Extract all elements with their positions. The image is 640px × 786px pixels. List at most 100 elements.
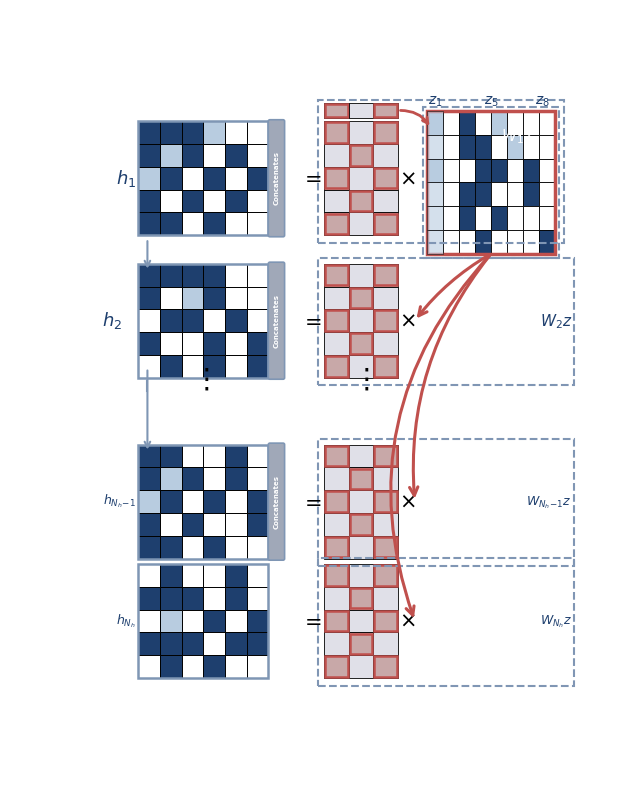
Bar (182, 468, 204, 490)
Bar (539, 206, 555, 230)
Text: $\times$: $\times$ (399, 168, 415, 189)
Bar (324, 264, 349, 287)
Bar (507, 159, 523, 182)
Bar (349, 536, 373, 559)
Bar (373, 564, 397, 587)
Bar (373, 264, 397, 287)
Bar (246, 587, 268, 610)
Bar (374, 565, 397, 586)
Bar (428, 230, 443, 254)
Bar (204, 310, 225, 332)
Bar (373, 287, 397, 310)
Bar (246, 189, 268, 212)
Bar (475, 135, 491, 159)
Bar (539, 230, 555, 254)
Bar (182, 610, 204, 633)
Bar (182, 189, 204, 212)
Bar (491, 135, 507, 159)
Bar (324, 633, 349, 656)
Bar (225, 633, 246, 656)
Bar (204, 564, 225, 587)
Bar (182, 121, 204, 144)
Bar (182, 167, 204, 189)
Bar (204, 264, 225, 287)
Bar (318, 258, 575, 385)
Bar (374, 611, 397, 631)
Text: $\times$: $\times$ (399, 492, 415, 512)
Bar (182, 656, 204, 678)
Bar (324, 355, 349, 378)
Bar (443, 159, 459, 182)
Bar (138, 490, 160, 513)
Bar (349, 310, 373, 332)
Text: $=$: $=$ (300, 492, 322, 512)
Bar (443, 135, 459, 159)
Bar (246, 287, 268, 310)
Bar (507, 182, 523, 206)
Text: Concatenates: Concatenates (273, 151, 280, 205)
Bar (443, 182, 459, 206)
Bar (459, 206, 475, 230)
Bar (459, 112, 475, 135)
Bar (160, 189, 182, 212)
Bar (204, 355, 225, 378)
Bar (204, 287, 225, 310)
Bar (182, 536, 204, 559)
Bar (182, 445, 204, 468)
Bar (349, 564, 373, 587)
Bar (349, 587, 373, 610)
Bar (225, 610, 246, 633)
Bar (475, 230, 491, 254)
Bar (459, 182, 475, 206)
Bar (182, 310, 204, 332)
Bar (539, 112, 555, 135)
Bar (324, 536, 349, 559)
Bar (491, 182, 507, 206)
Bar (246, 610, 268, 633)
Text: $W_{N_h}z$: $W_{N_h}z$ (540, 614, 572, 630)
Bar (507, 230, 523, 254)
Bar (324, 121, 349, 144)
Bar (138, 264, 268, 378)
Bar (160, 633, 182, 656)
Bar (428, 112, 443, 135)
Bar (539, 182, 555, 206)
Bar (324, 587, 349, 610)
Bar (204, 490, 225, 513)
Bar (160, 656, 182, 678)
Bar (373, 332, 397, 355)
Bar (443, 112, 459, 135)
Bar (459, 159, 475, 182)
Bar (324, 468, 349, 490)
Bar (325, 104, 348, 117)
Bar (423, 108, 559, 258)
Bar (246, 656, 268, 678)
Bar (225, 121, 246, 144)
Bar (349, 287, 373, 310)
Bar (160, 144, 182, 167)
Bar (318, 101, 564, 243)
Bar (374, 356, 397, 376)
Bar (225, 332, 246, 355)
Bar (138, 167, 160, 189)
Bar (182, 587, 204, 610)
Bar (428, 112, 443, 135)
Bar (350, 514, 372, 534)
Bar (138, 633, 160, 656)
Text: Concatenates: Concatenates (273, 294, 280, 347)
Bar (523, 182, 539, 206)
Bar (443, 206, 459, 230)
Bar (225, 445, 246, 468)
Bar (349, 264, 373, 287)
Bar (350, 468, 372, 489)
Bar (138, 144, 160, 167)
Bar (349, 633, 373, 656)
Bar (204, 445, 225, 468)
Bar (204, 587, 225, 610)
Bar (324, 103, 349, 118)
Bar (325, 446, 348, 466)
Bar (374, 104, 397, 117)
Bar (324, 212, 349, 235)
Bar (374, 265, 397, 285)
Bar (523, 112, 539, 135)
